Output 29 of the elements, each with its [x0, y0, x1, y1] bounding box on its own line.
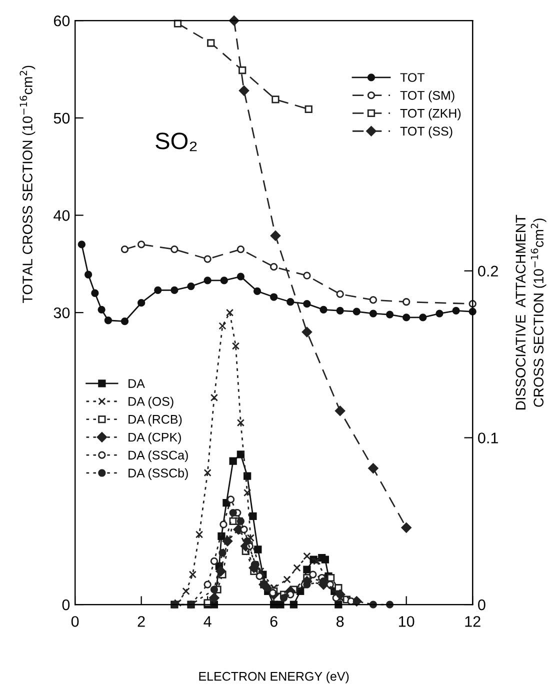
- legend-label: DA: [128, 379, 145, 388]
- legend-label: TOT (SM): [400, 90, 454, 102]
- y-tick-label: 40: [54, 210, 70, 221]
- legend-label: DA (CPK): [128, 432, 181, 444]
- y-tick-label: 30: [54, 307, 70, 318]
- legend-label: DA (SSCb): [128, 468, 188, 480]
- y-axis-title: TOTAL CROSS SECTION (10$^{−16}$cm$^{2}$): [20, 66, 36, 304]
- y2-tick-label: 0: [478, 599, 486, 610]
- y-tick-label: 0: [62, 599, 70, 610]
- x-tick-label: 2: [138, 616, 145, 627]
- x-tick-label: 10: [399, 616, 414, 627]
- x-tick-label: 8: [336, 616, 344, 627]
- legend-label: DA (OS): [128, 396, 174, 408]
- y-tick-label: 50: [54, 112, 70, 124]
- x-axis-title: ELECTRON ENERGY (eV): [199, 672, 349, 684]
- annotation: SO₂: [156, 132, 197, 152]
- legend-label: DA (RCB): [128, 414, 182, 426]
- y2-tick-label: 0.2: [478, 266, 498, 277]
- legend-label: TOT (ZKH): [400, 108, 461, 120]
- x-tick-label: 12: [465, 616, 480, 627]
- x-tick-label: 0: [71, 616, 79, 627]
- y2-axis-title: DISSOCIATIVE ATTACHMENT CROSS SECTION (10$^{−16}$cm$^{2}$): [516, 214, 546, 410]
- x-tick-label: 4: [204, 616, 212, 627]
- legend-label: TOT: [400, 73, 424, 82]
- y-tick-label: 60: [54, 15, 70, 26]
- legend-label: DA (SSCa): [128, 450, 188, 462]
- y2-tick-label: 0.1: [478, 432, 498, 444]
- x-tick-label: 6: [270, 616, 278, 627]
- legend-label: TOT (SS): [400, 126, 452, 138]
